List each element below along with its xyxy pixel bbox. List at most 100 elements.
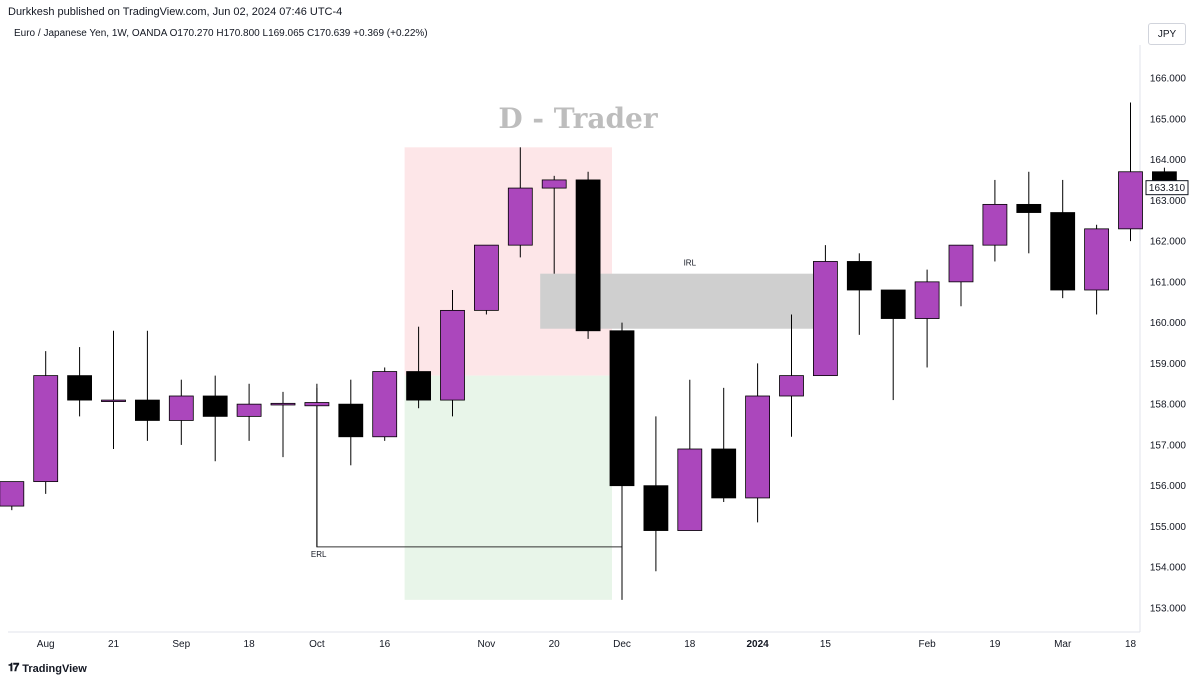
candle-body bbox=[1118, 171, 1143, 230]
y-tick-label: 159.000 bbox=[1150, 359, 1187, 370]
x-tick-label: 16 bbox=[379, 639, 391, 650]
candle-body bbox=[0, 481, 25, 507]
x-tick-label: Feb bbox=[918, 639, 936, 650]
candle[interactable] bbox=[914, 269, 940, 368]
annotation-erl: ERL bbox=[311, 550, 327, 559]
candle-body bbox=[677, 448, 703, 531]
candle-body bbox=[914, 281, 940, 319]
candle-body bbox=[304, 402, 330, 407]
candle-body bbox=[440, 309, 465, 401]
y-tick-label: 160.000 bbox=[1150, 318, 1187, 329]
candle[interactable] bbox=[1084, 224, 1109, 315]
candle-body bbox=[473, 244, 499, 311]
candle[interactable] bbox=[1050, 179, 1076, 299]
candle-body bbox=[609, 330, 635, 487]
candle-body bbox=[1050, 212, 1076, 291]
candle-body bbox=[643, 485, 669, 531]
candle[interactable] bbox=[236, 383, 262, 441]
candle-body bbox=[880, 289, 906, 319]
candle[interactable] bbox=[745, 363, 770, 523]
candle-body bbox=[67, 375, 92, 401]
candle[interactable] bbox=[711, 387, 737, 502]
y-tick-label: 161.000 bbox=[1150, 277, 1187, 288]
y-tick-label: 156.000 bbox=[1150, 481, 1187, 492]
candle-body bbox=[372, 371, 398, 438]
candle[interactable] bbox=[304, 383, 330, 547]
candle[interactable] bbox=[813, 245, 838, 377]
candle[interactable] bbox=[846, 253, 872, 335]
x-tick-label: 20 bbox=[549, 639, 561, 650]
x-tick-label: Sep bbox=[172, 639, 190, 650]
candle[interactable] bbox=[575, 171, 601, 339]
last-price-box bbox=[1145, 180, 1189, 196]
candle[interactable] bbox=[473, 244, 499, 315]
y-tick-label: 158.000 bbox=[1150, 400, 1187, 411]
candle[interactable] bbox=[948, 244, 974, 307]
candle-body bbox=[236, 403, 262, 417]
x-tick-label: 18 bbox=[244, 639, 256, 650]
candle[interactable] bbox=[677, 379, 703, 531]
candle[interactable] bbox=[880, 289, 906, 401]
candle[interactable] bbox=[134, 330, 160, 441]
candle-body bbox=[33, 375, 59, 483]
y-tick-label: 154.000 bbox=[1150, 563, 1187, 574]
annotation-irl: IRL bbox=[684, 259, 697, 268]
candle-body bbox=[202, 395, 228, 417]
candle[interactable] bbox=[406, 326, 432, 409]
candle[interactable] bbox=[779, 314, 804, 437]
candle[interactable] bbox=[202, 375, 228, 462]
last-price-label: 163.310 bbox=[1149, 183, 1186, 194]
brand-name: TradingView bbox=[22, 662, 87, 675]
candle-body bbox=[846, 261, 872, 291]
x-tick-label: Dec bbox=[613, 639, 631, 650]
footer-brand[interactable]: 𝟏𝟕 TradingView bbox=[8, 662, 87, 675]
x-tick-label: 2024 bbox=[746, 639, 769, 650]
candle[interactable] bbox=[541, 175, 567, 274]
candle[interactable] bbox=[507, 147, 533, 258]
candle-body bbox=[982, 203, 1008, 246]
candle[interactable] bbox=[372, 367, 398, 441]
candle-body bbox=[813, 261, 838, 377]
candle-body bbox=[1016, 203, 1042, 213]
candle[interactable] bbox=[1016, 171, 1042, 254]
y-tick-label: 157.000 bbox=[1150, 440, 1187, 451]
candle-body bbox=[1084, 228, 1109, 291]
y-tick-label: 153.000 bbox=[1150, 604, 1187, 615]
y-tick-label: 166.000 bbox=[1150, 74, 1187, 85]
candle[interactable] bbox=[1118, 102, 1143, 242]
y-tick-label: 164.000 bbox=[1150, 155, 1187, 166]
candle[interactable] bbox=[643, 416, 669, 572]
bullish-zone bbox=[404, 375, 612, 600]
candle-body bbox=[711, 448, 737, 499]
candle[interactable] bbox=[0, 481, 25, 511]
candle-body bbox=[779, 375, 804, 397]
candle[interactable] bbox=[168, 379, 194, 445]
y-tick-label: 155.000 bbox=[1150, 522, 1187, 533]
candle-body bbox=[101, 399, 126, 402]
x-tick-label: 19 bbox=[989, 639, 1001, 650]
y-tick-label: 162.000 bbox=[1150, 237, 1187, 248]
candle[interactable] bbox=[609, 322, 635, 600]
candle[interactable] bbox=[270, 391, 296, 458]
x-tick-label: 18 bbox=[1125, 639, 1137, 650]
x-tick-label: 18 bbox=[684, 639, 696, 650]
y-tick-label: 163.000 bbox=[1150, 196, 1187, 207]
publisher-line: Durkkesh published on TradingView.com, J… bbox=[8, 6, 343, 18]
x-tick-label: Nov bbox=[478, 639, 496, 650]
candle-body bbox=[168, 395, 194, 421]
candle-body bbox=[507, 187, 533, 246]
candle-body bbox=[270, 402, 296, 406]
candle[interactable] bbox=[338, 379, 364, 466]
candle[interactable] bbox=[67, 347, 92, 417]
candle-body bbox=[541, 179, 567, 189]
candle-body bbox=[406, 371, 432, 401]
candle[interactable] bbox=[440, 290, 465, 417]
candle[interactable] bbox=[982, 179, 1008, 262]
y-tick-label: 165.000 bbox=[1150, 114, 1187, 125]
currency-button[interactable]: JPY bbox=[1148, 23, 1186, 45]
candle[interactable] bbox=[101, 330, 126, 449]
candle[interactable] bbox=[33, 351, 59, 494]
candle-body bbox=[575, 179, 601, 332]
x-tick-label: Mar bbox=[1054, 639, 1072, 650]
